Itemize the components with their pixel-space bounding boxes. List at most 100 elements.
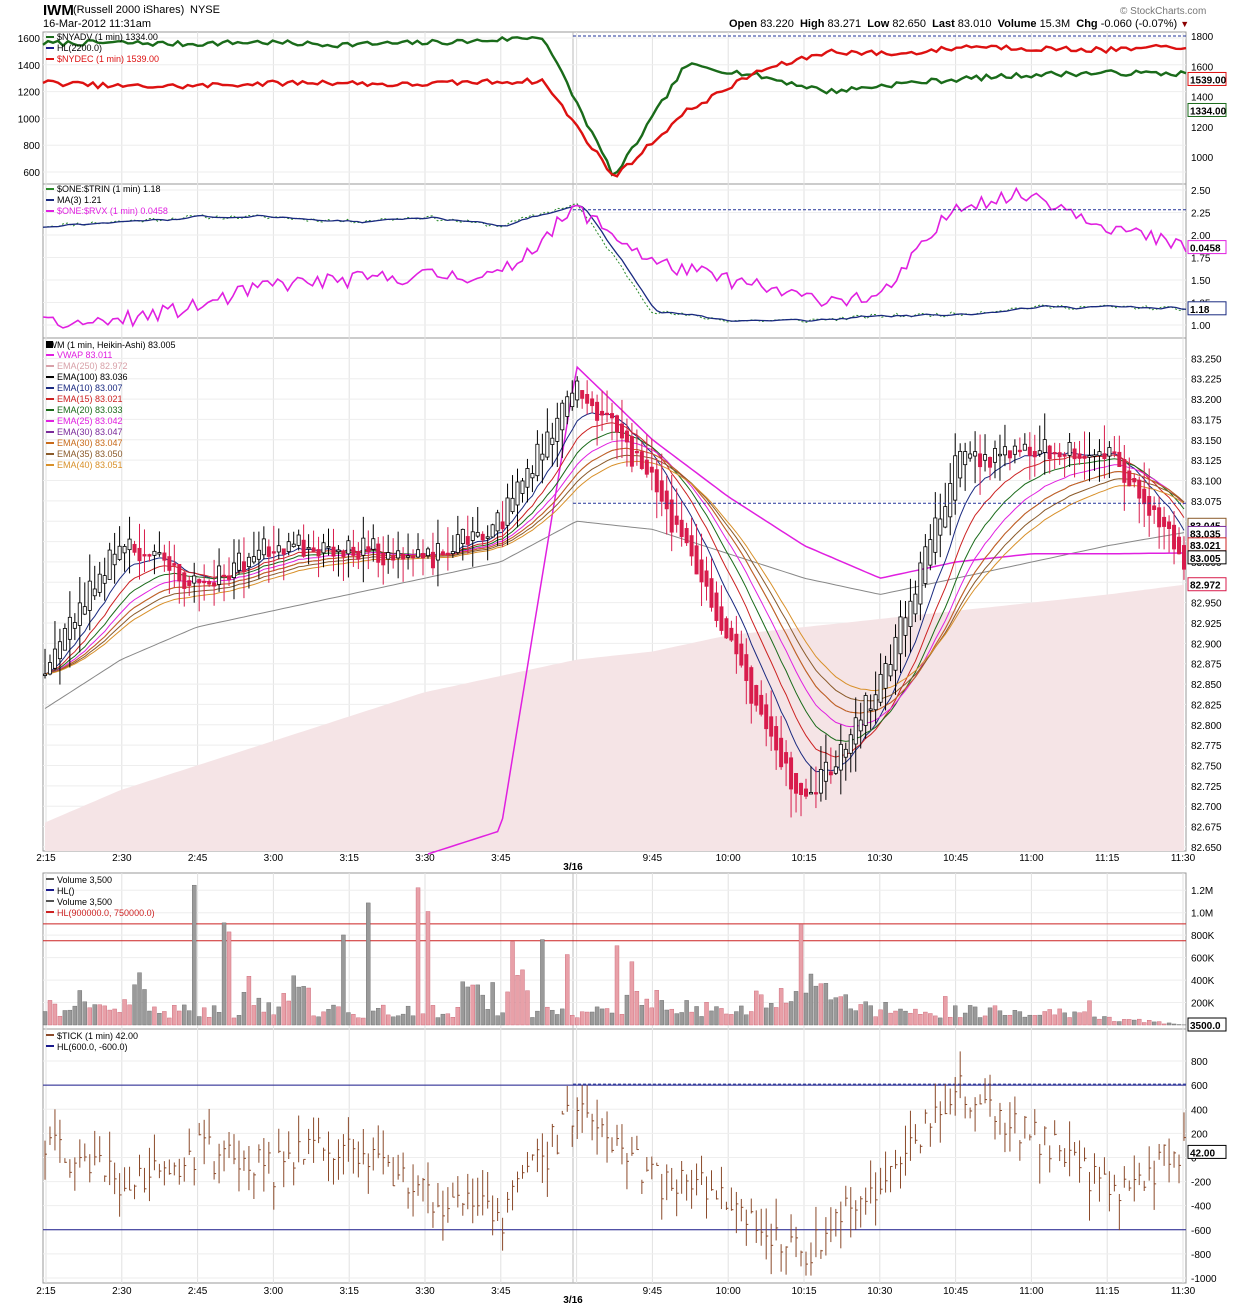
volume-bar (82, 1001, 87, 1026)
candle-body (381, 552, 386, 566)
y-tick-label: 800 (23, 141, 40, 152)
legend-entry: EMA(40) 83.051 (57, 460, 123, 470)
x-tick-label: 2:45 (188, 1286, 208, 1297)
candle-body (555, 417, 560, 442)
volume-bar (1117, 1021, 1122, 1026)
candle-body (1122, 459, 1127, 483)
candle-body (1052, 452, 1057, 455)
y-tick-label-right: 82.925 (1191, 619, 1222, 630)
candle-body (346, 540, 351, 555)
x-tick-label: 11:30 (1171, 853, 1196, 864)
candle-body (1137, 479, 1142, 499)
candle-body (207, 581, 212, 585)
candle-body (261, 538, 266, 556)
candle-body (978, 453, 983, 468)
candle-body (296, 534, 301, 546)
volume-bar (291, 975, 296, 1026)
x-tick-label: 3/16 (563, 1295, 583, 1306)
x-tick-label: 10:45 (943, 1286, 968, 1297)
volume-bar (689, 1011, 694, 1026)
candle-body (1037, 450, 1042, 455)
volume-bar (346, 1012, 351, 1026)
volume-bar (604, 1008, 610, 1026)
candle-body (102, 575, 107, 584)
last-label-nydec: 1539.00 (1190, 75, 1227, 86)
volume-bar (117, 1012, 122, 1026)
candle-body (590, 398, 595, 407)
legend-entry: EMA(10) 83.007 (57, 383, 123, 393)
candle-body (172, 563, 177, 566)
y-tick-label-right: 1600 (1191, 62, 1214, 73)
candle-body (679, 519, 684, 538)
volume-bar (749, 1011, 754, 1026)
volume-bar (863, 1001, 868, 1026)
legend-entry: EMA(100) 83.036 (57, 372, 128, 382)
last-value: 83.010 (957, 18, 992, 30)
down-arrow-icon: ▼ (1180, 19, 1190, 29)
volume-bar (938, 1017, 943, 1026)
y-tick-label-right: 82.875 (1191, 660, 1222, 671)
last-label-tick-box (1187, 1144, 1227, 1159)
candle-body (276, 545, 281, 553)
volume-bar (495, 1015, 500, 1026)
volume-bar (420, 1013, 426, 1026)
candle-body (585, 394, 590, 404)
candle-body (868, 708, 873, 711)
candle-body (266, 546, 271, 557)
legend-entry: EMA(20) 83.033 (57, 405, 123, 415)
volume-bar (301, 986, 306, 1026)
volume-bar (356, 1017, 361, 1026)
last-label-trin: 1.18 (1190, 305, 1210, 316)
volume-bar (1067, 1017, 1072, 1026)
candle-body (67, 616, 72, 640)
candle-body (908, 600, 913, 627)
volume-bar (112, 1008, 117, 1026)
volume-bar (381, 1004, 386, 1026)
legend-entry: HL(2200.0) (57, 43, 102, 53)
x-tick-label: 10:15 (791, 1286, 816, 1297)
volume-bar (102, 1005, 107, 1026)
candle-body (699, 559, 704, 583)
volume-bar (639, 1005, 645, 1026)
candle-body (1167, 521, 1172, 529)
volume-bar (768, 1003, 774, 1026)
volume-bar (928, 1013, 933, 1026)
candle-body (505, 497, 510, 526)
candle-body (823, 761, 828, 782)
candle-body (470, 531, 475, 541)
y-tick-label-right: 82.700 (1191, 802, 1222, 813)
y-tick-label-right: 82.800 (1191, 721, 1222, 732)
volume-bar (1012, 1009, 1018, 1026)
candle-body (386, 552, 391, 560)
candle-body (988, 457, 993, 468)
volume-bar (266, 1002, 272, 1026)
candle-body (744, 654, 749, 681)
volume-bar (599, 1008, 605, 1026)
volume-bar (182, 1004, 187, 1026)
volume-bar (440, 1013, 446, 1026)
y-tick-label-right: 82.825 (1191, 700, 1222, 711)
candle-body (251, 556, 256, 563)
volume-bar (694, 1006, 699, 1026)
volume-bar (480, 994, 485, 1026)
y-tick-label-right: -200 (1191, 1178, 1211, 1189)
candle-body (808, 792, 813, 795)
volume-bar (878, 1009, 883, 1026)
volume-bar (296, 986, 301, 1026)
x-tick-label: 3:15 (339, 853, 359, 864)
candle-body (107, 549, 112, 580)
candle-body (1097, 451, 1102, 457)
candle-body (1177, 536, 1182, 555)
volume-bar (251, 1005, 257, 1026)
volume-bar (873, 1016, 878, 1026)
candle-body (306, 547, 311, 550)
volume-bar (1022, 1016, 1028, 1026)
volume-bar (565, 954, 570, 1026)
volume-bar (923, 1011, 928, 1026)
volume-bar (336, 1006, 341, 1026)
volume-bar (977, 1017, 983, 1026)
candle-body (858, 719, 863, 732)
volume-bar (535, 1010, 540, 1026)
brand-logo: © StockCharts.com (1120, 6, 1207, 17)
candle-body (1157, 507, 1162, 528)
